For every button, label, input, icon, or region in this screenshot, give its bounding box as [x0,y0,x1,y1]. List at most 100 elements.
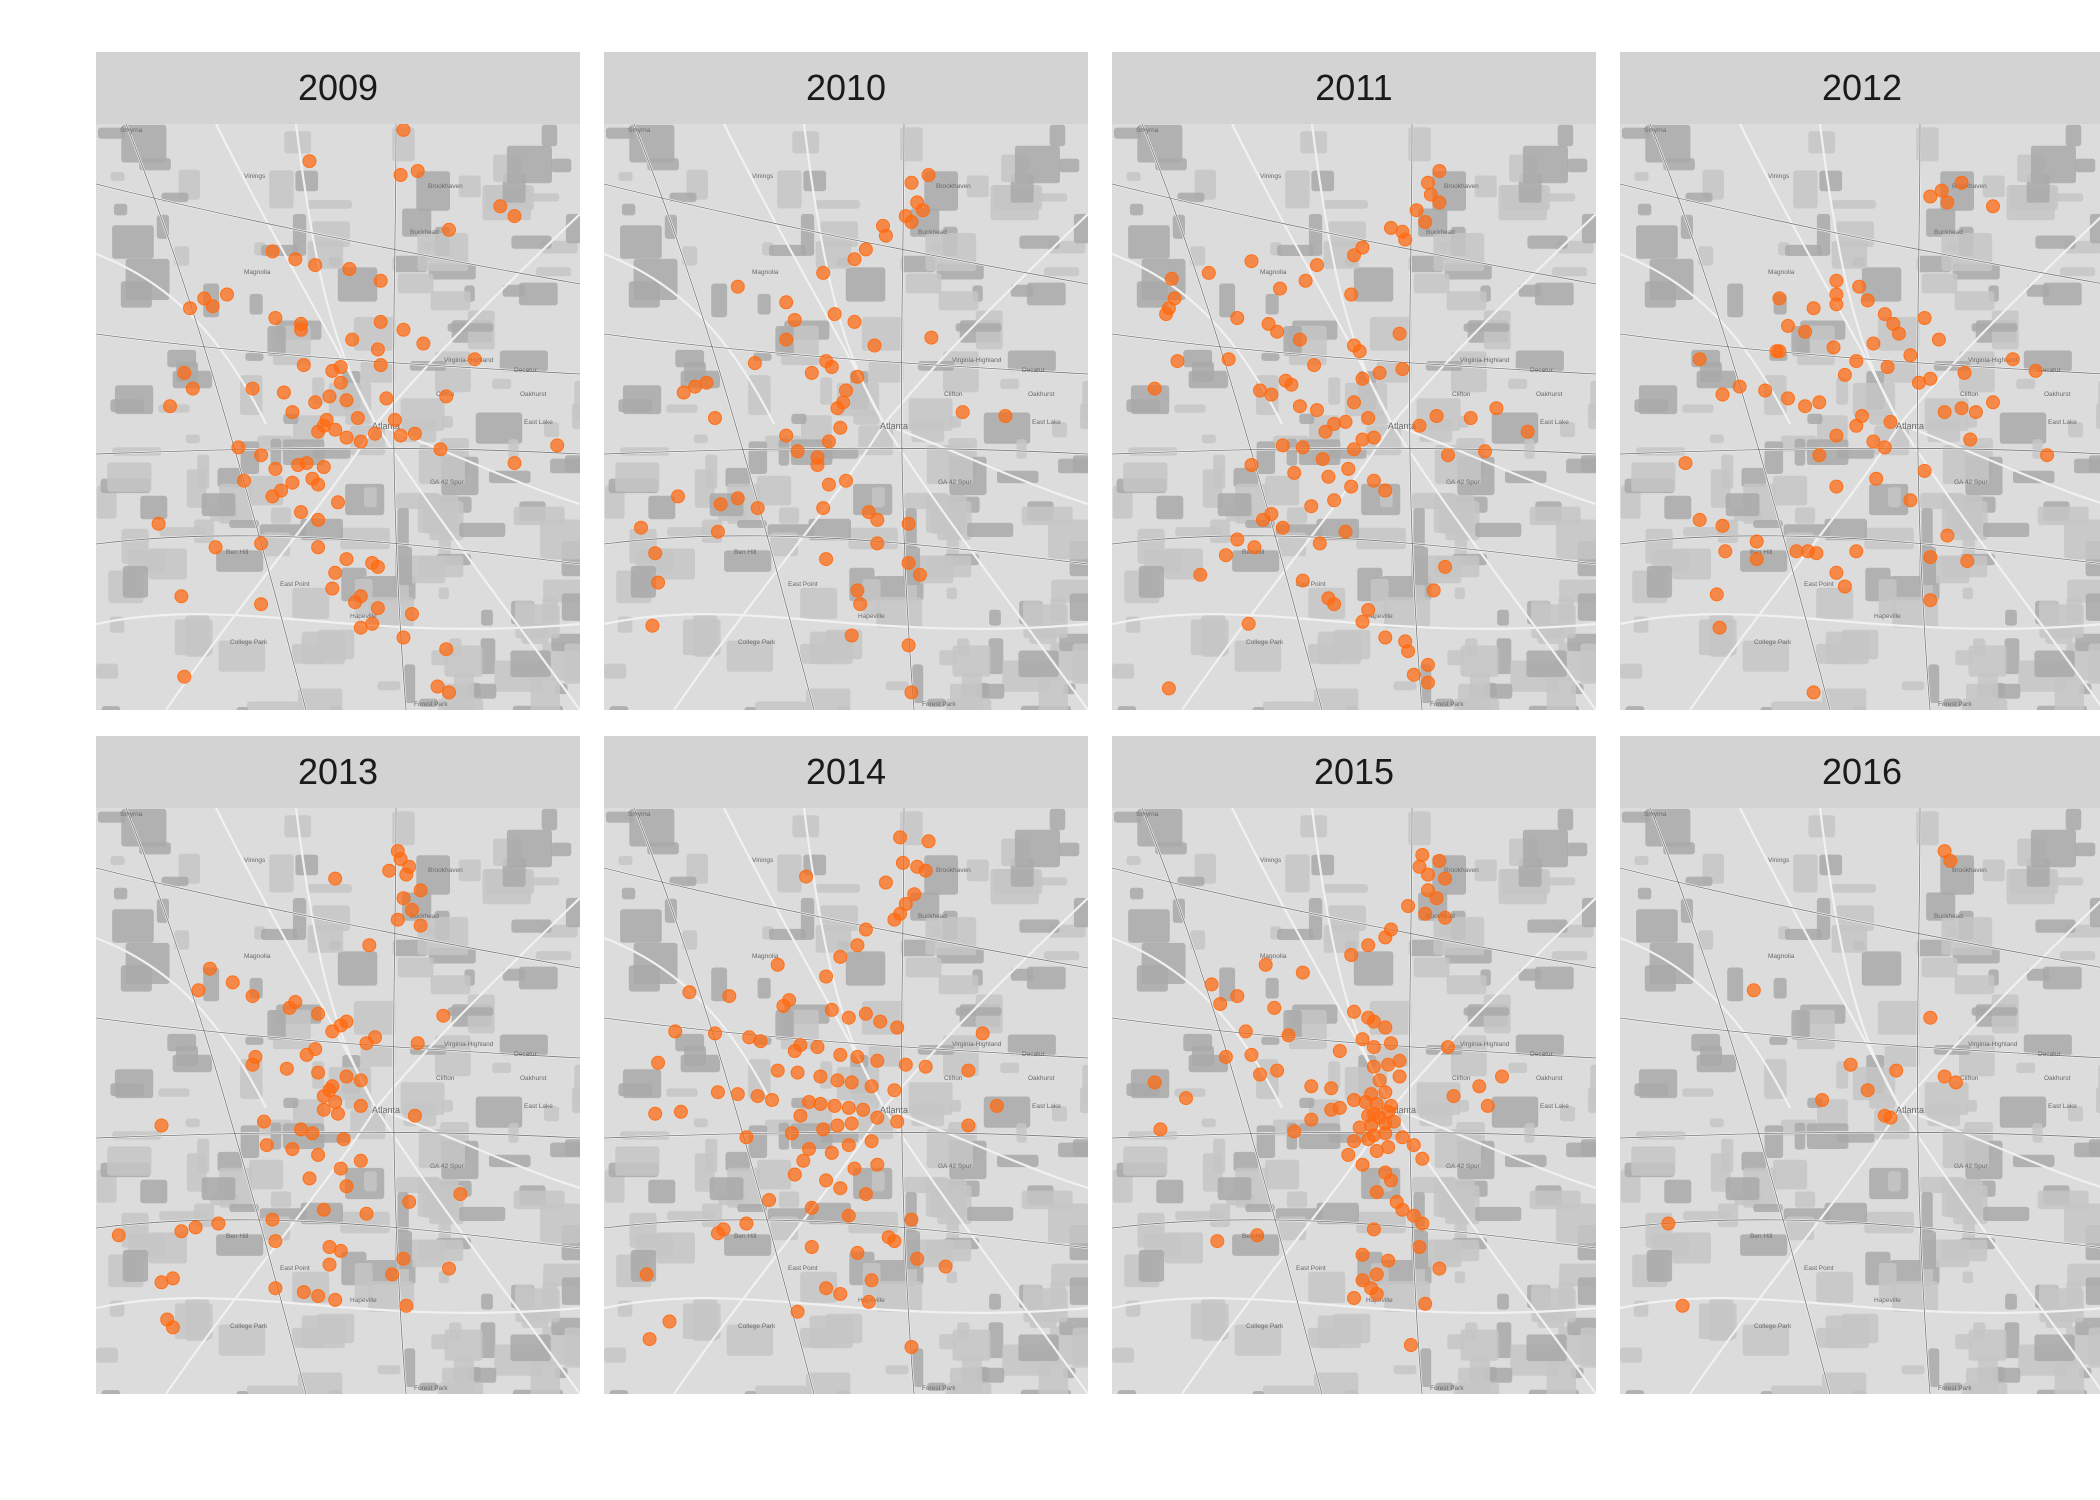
incident-point [824,1002,839,1017]
incident-point [154,1275,169,1290]
incident-point [796,1153,811,1168]
incident-point [1270,1063,1285,1078]
facet-strip-label: 2009 [96,52,580,124]
incident-point [177,365,192,380]
incident-point [1429,891,1444,906]
incident-point [294,505,308,520]
incident-point [841,1138,856,1153]
incident-point [915,203,930,218]
incident-point [1338,524,1353,539]
basemap-place-labels: Smyrna Vinings Brookhaven Buckhead Magnolia V… [120,811,553,1392]
place-label: Vinings [1260,173,1282,180]
incident-point [1361,603,1376,617]
place-label: Brookhaven [1444,183,1479,190]
place-label: College Park [738,1323,776,1330]
incident-point [1429,409,1444,423]
incident-point [1489,401,1504,416]
incident-point [1230,532,1245,547]
place-label: Vinings [244,173,266,180]
incident-point [1378,1126,1393,1141]
incident-point [1772,291,1787,306]
incident-point [787,1044,802,1058]
incident-point [353,434,368,449]
incident-point [1415,848,1430,862]
incident-point [1692,352,1707,367]
incident-point [1247,540,1262,555]
incident-point [839,473,853,488]
incident-point [1403,1338,1418,1352]
incident-point [439,389,454,404]
incident-point [302,154,317,169]
incident-point [328,422,343,437]
place-label: Forest Park [1938,701,1972,708]
facet-panel-2011: 2011 Smyrna Vinings Brookhaven Buckhead Magno… [1112,52,1596,710]
incident-point [373,314,388,329]
incident-point [887,912,902,927]
incident-point [1812,448,1827,463]
incident-point [231,440,246,455]
incident-point [211,1216,226,1231]
incident-point [830,1073,845,1088]
incident-point [1384,1036,1398,1051]
incident-point [1495,1069,1509,1084]
incident-point [833,1047,848,1062]
incident-point [1315,452,1330,467]
incident-point [322,1257,337,1272]
incident-point [1355,371,1370,386]
incident-point [804,365,819,380]
incident-point [1369,1267,1384,1282]
incident-point [359,1206,374,1221]
incident-point [765,1093,779,1107]
incident-point [904,1212,919,1227]
place-label: Decatur [2038,367,2062,374]
incident-point [345,332,360,347]
place-label: Forest Park [414,1385,448,1392]
incident-point [1661,1216,1676,1231]
place-label: Decatur [1022,367,1046,374]
incident-point [174,1224,189,1239]
incident-point [268,1281,283,1296]
incident-point [1392,326,1407,341]
incident-point [847,252,862,267]
incident-point [921,168,936,182]
place-label: Buckhead [1426,229,1455,236]
incident-point [730,1087,745,1102]
incident-point [1347,1134,1361,1149]
place-label: College Park [230,639,268,646]
incident-point [722,989,737,1004]
incident-point [816,265,831,280]
incident-point [163,399,177,414]
incident-point [1849,418,1864,433]
incident-point [1943,853,1958,868]
incident-point [904,1340,919,1354]
map-panel: SmyrnaViningsBrookhavenBuckheadMagnoliaV… [1112,808,1596,1394]
incident-point [1923,189,1938,204]
incident-point [399,867,414,882]
incident-point [311,424,326,439]
incident-point [708,411,722,425]
incident-point [1292,399,1307,414]
incident-point [202,961,217,976]
incident-point [1954,401,1969,416]
place-label: Smyrna [1136,811,1159,818]
incident-point [1937,405,1952,420]
incident-point [1295,965,1310,980]
basemap-roads [1112,808,1596,1394]
incident-point [1415,1151,1430,1166]
incident-point [1321,469,1336,484]
incident-point [824,1145,839,1160]
incident-point [311,512,326,527]
basemap-place-labels: Smyrna Vinings Brookhaven Buckhead Magnolia V… [1644,811,2077,1392]
place-label: Oakhurst [1028,391,1055,398]
incident-point [1957,365,1972,380]
incident-point [864,1079,879,1094]
incident-point [975,1026,990,1041]
incident-point [1304,1112,1319,1127]
incident-point [1153,1122,1168,1137]
incident-point [821,434,836,449]
incident-point [1344,287,1359,302]
incident-point [739,1130,754,1145]
place-label: East Lake [1032,419,1061,426]
incident-point [1866,434,1881,449]
incident-point [1161,681,1176,696]
